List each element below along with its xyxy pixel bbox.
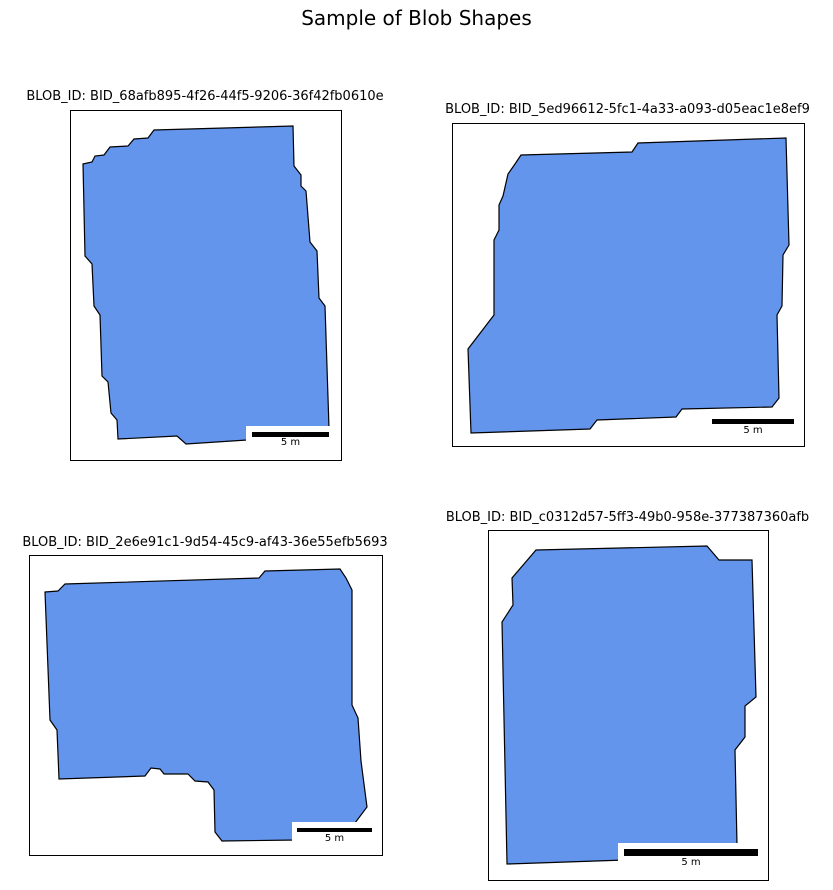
panel-title: BLOB_ID: BID_68afb895-4f26-44f5-9206-36f… bbox=[26, 89, 384, 104]
scale-bar bbox=[624, 849, 758, 856]
blob-shape bbox=[82, 125, 330, 445]
panel-title: BLOB_ID: BID_5ed96612-5fc1-4a33-a093-d05… bbox=[445, 102, 810, 117]
scale-bar-label: 5 m bbox=[743, 425, 763, 436]
figure-title: Sample of Blob Shapes bbox=[301, 6, 532, 30]
scale-bar bbox=[252, 432, 329, 437]
panel-title: BLOB_ID: BID_2e6e91c1-9d54-45c9-af43-36e… bbox=[22, 535, 388, 550]
scale-bar bbox=[297, 828, 372, 832]
scale-bar-label: 5 m bbox=[324, 833, 345, 844]
scale-bar-background bbox=[246, 426, 331, 450]
blob-shape bbox=[44, 568, 368, 842]
blob-shape bbox=[501, 545, 757, 865]
scale-bar-label: 5 m bbox=[280, 437, 301, 448]
blob-shape bbox=[467, 137, 790, 434]
panel-title: BLOB_ID: BID_c0312d57-5ff3-49b0-958e-377… bbox=[445, 510, 810, 525]
scale-bar-background bbox=[292, 822, 380, 846]
scale-bar bbox=[712, 419, 794, 424]
scale-bar-label: 5 m bbox=[681, 857, 701, 868]
